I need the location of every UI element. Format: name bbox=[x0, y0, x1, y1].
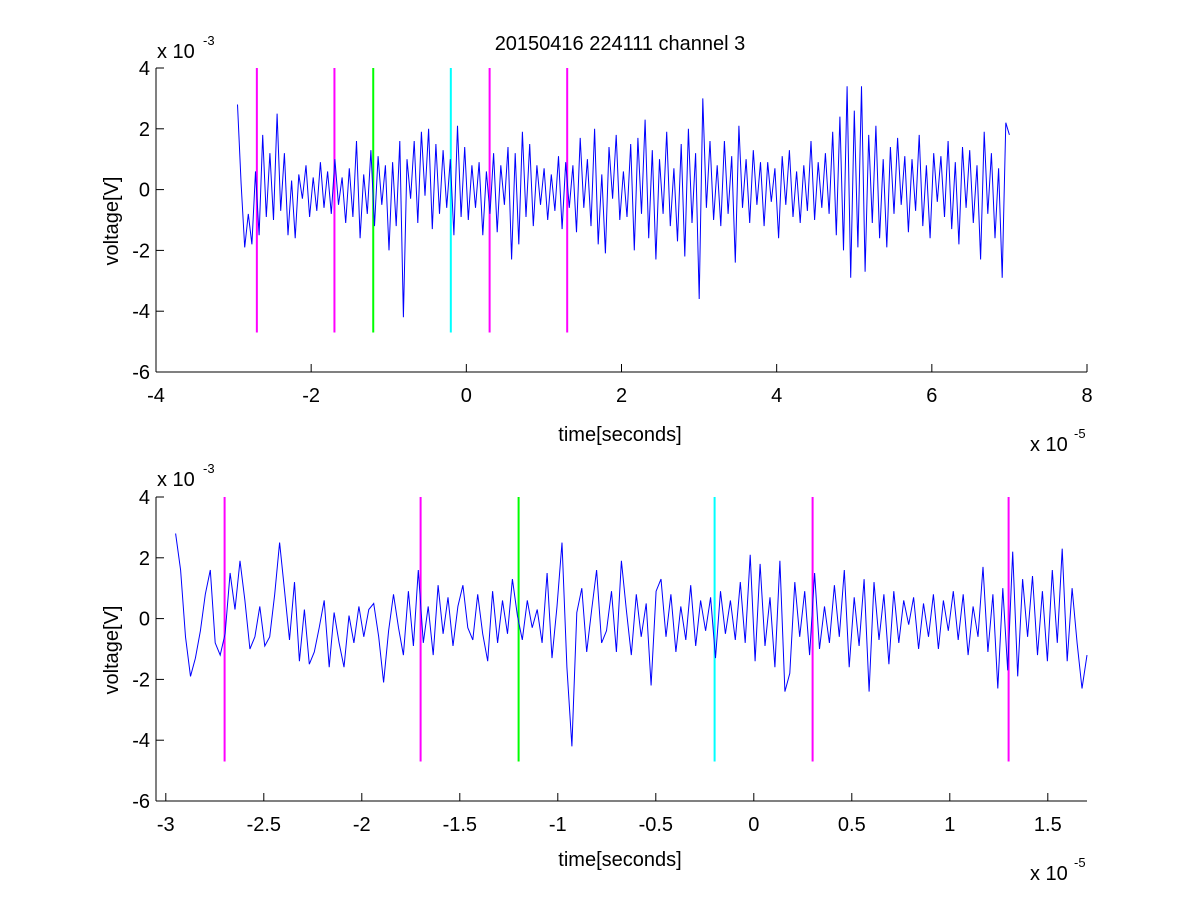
top-x-tick-label-6: 6 bbox=[926, 385, 937, 407]
bottom-x-exponent-power: -5 bbox=[1074, 855, 1086, 870]
top-y-exponent-power: -3 bbox=[203, 33, 215, 48]
top-signal-line-1 bbox=[237, 86, 1010, 318]
bottom-x-tick-label-6: -0.5 bbox=[639, 814, 673, 836]
bottom-plot-area: -3 -2.5 -2 -1.5 -1 -0.5 0 0.5 1 1.5 -6 -4 -2 0 2 4 bbox=[132, 487, 1088, 836]
bottom-y-tick-label-2: -4 bbox=[132, 730, 150, 752]
top-y-exponent-base: x 10 bbox=[157, 41, 195, 63]
bottom-axes-layer bbox=[155, 497, 1087, 802]
bottom-x-tick-label-2: -2.5 bbox=[247, 814, 281, 836]
top-y-exponent: x 10 -3 bbox=[157, 33, 215, 63]
bottom-x-exponent-base: x 10 bbox=[1030, 863, 1068, 885]
bottom-y-tick-label-1: -6 bbox=[132, 791, 150, 813]
top-x-exponent-power: -5 bbox=[1074, 426, 1086, 441]
bottom-x-tick-label-10: 1.5 bbox=[1034, 814, 1062, 836]
top-x-tick-label-5: 4 bbox=[771, 385, 782, 407]
bottom-signal-line-1 bbox=[175, 533, 1088, 747]
top-x-tick-label-3: 0 bbox=[461, 385, 472, 407]
bottom-x-exponent: x 10 -5 bbox=[1030, 855, 1086, 885]
top-plot: 20150416 224111 channel 3 x 10 -3 x 10 -… bbox=[101, 33, 1093, 456]
bottom-x-tick-label-3: -2 bbox=[353, 814, 371, 836]
bottom-y-tick-label-3: -2 bbox=[132, 669, 150, 691]
bottom-ticks-layer: -3 -2.5 -2 -1.5 -1 -0.5 0 0.5 1 1.5 -6 -4 -2 0 2 4 bbox=[132, 487, 1062, 836]
top-y-tick-label-5: 2 bbox=[139, 119, 150, 141]
top-series-layer bbox=[237, 86, 1010, 318]
bottom-series-layer bbox=[175, 533, 1088, 747]
bottom-marker-layer bbox=[223, 497, 1010, 762]
top-x-exponent-base: x 10 bbox=[1030, 434, 1068, 456]
bottom-y-tick-label-4: 0 bbox=[139, 609, 150, 631]
top-x-tick-label-4: 2 bbox=[616, 385, 627, 407]
top-axes-layer bbox=[155, 68, 1087, 373]
top-x-tick-label-2: -2 bbox=[302, 385, 320, 407]
bottom-x-tick-label-7: 0 bbox=[748, 814, 759, 836]
bottom-x-tick-label-9: 1 bbox=[944, 814, 955, 836]
top-y-tick-label-6: 4 bbox=[139, 58, 150, 80]
bottom-plot: x 10 -3 x 10 -5 time[seconds] voltage[V]… bbox=[101, 461, 1088, 885]
bottom-y-exponent: x 10 -3 bbox=[157, 461, 215, 491]
bottom-y-tick-label-6: 4 bbox=[139, 487, 150, 509]
top-y-tick-label-2: -4 bbox=[132, 301, 150, 323]
bottom-x-tick-label-4: -1.5 bbox=[443, 814, 477, 836]
top-y-axis-label: voltage[V] bbox=[101, 177, 123, 266]
top-x-tick-label-1: -4 bbox=[147, 385, 165, 407]
bottom-x-axis-label: time[seconds] bbox=[558, 849, 681, 871]
bottom-x-tick-label-1: -3 bbox=[157, 814, 175, 836]
bottom-y-tick-label-5: 2 bbox=[139, 548, 150, 570]
bottom-x-tick-label-5: -1 bbox=[549, 814, 567, 836]
bottom-y-exponent-base: x 10 bbox=[157, 469, 195, 491]
top-x-tick-label-7: 8 bbox=[1081, 385, 1092, 407]
top-y-tick-label-4: 0 bbox=[139, 180, 150, 202]
top-y-tick-label-3: -2 bbox=[132, 240, 150, 262]
bottom-y-axis-label: voltage[V] bbox=[101, 606, 123, 695]
top-y-tick-label-1: -6 bbox=[132, 362, 150, 384]
top-plot-title: 20150416 224111 channel 3 bbox=[495, 33, 746, 55]
top-x-exponent: x 10 -5 bbox=[1030, 426, 1086, 456]
top-x-axis-label: time[seconds] bbox=[558, 424, 681, 446]
bottom-y-exponent-power: -3 bbox=[203, 461, 215, 476]
bottom-x-tick-label-8: 0.5 bbox=[838, 814, 866, 836]
